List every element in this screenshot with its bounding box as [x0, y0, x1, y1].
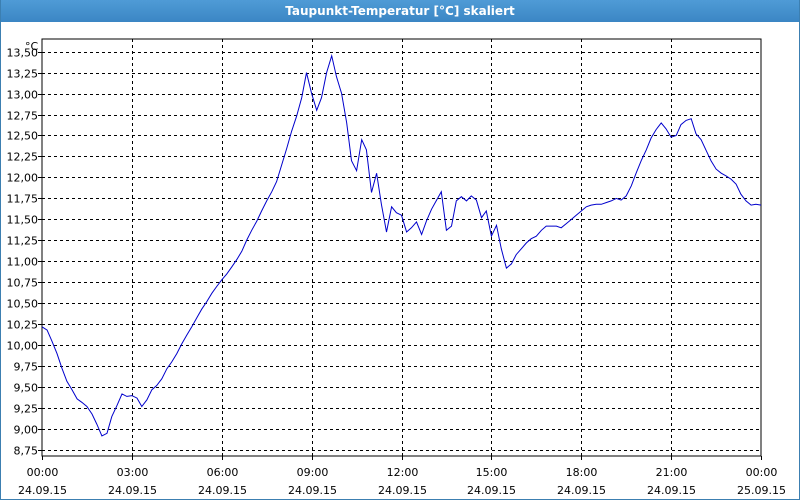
- x-tick-date-label: 24.09.15: [108, 484, 157, 497]
- y-tick-label: 12,50: [7, 130, 39, 143]
- x-tick-date-label: 24.09.15: [378, 484, 427, 497]
- x-tick-time-label: 00:00: [27, 466, 59, 479]
- series-line: [41, 53, 762, 437]
- x-tick-time-label: 12:00: [387, 466, 419, 479]
- y-tick-label: 13,25: [7, 68, 39, 81]
- y-tick-label: 8,75: [14, 445, 39, 458]
- y-tick-label: 9,25: [14, 403, 39, 416]
- x-tick-date-label: 24.09.15: [557, 484, 606, 497]
- x-tick-date-label: 25.09.15: [737, 484, 786, 497]
- x-tick-time-label: 03:00: [117, 466, 149, 479]
- x-tick-date-label: 24.09.15: [467, 484, 516, 497]
- axis-labels: 8,75 9,00 9,25 9,50 9,75 10,00 10,25 10,50 10,75…: [7, 47, 786, 498]
- y-tick-label: 10,75: [7, 277, 39, 290]
- x-tick-time-label: 15:00: [476, 466, 508, 479]
- y-tick-label: 12,00: [7, 172, 39, 185]
- x-tick-date-label: 24.09.15: [288, 484, 337, 497]
- y-tick-label: 9,50: [14, 382, 39, 395]
- x-tick-date-label: 24.09.15: [18, 484, 67, 497]
- y-axis-unit-label: °C: [25, 40, 39, 53]
- y-tick-label: 10,25: [7, 319, 39, 332]
- x-tick-time-label: 21:00: [656, 466, 688, 479]
- y-tick-label: 13,00: [7, 89, 39, 102]
- dewpoint-line-chart: 8,75 9,00 9,25 9,50 9,75 10,00 10,25 10,50 10,75…: [7, 38, 786, 498]
- y-tick-label: 11,00: [7, 256, 39, 269]
- x-tick-time-label: 06:00: [207, 466, 239, 479]
- x-tick-time-label: 09:00: [297, 466, 329, 479]
- y-tick-label: 13,50: [7, 47, 39, 60]
- axis-ticks: [38, 52, 762, 460]
- x-tick-date-label: 24.09.15: [198, 484, 247, 497]
- window-title: Taupunkt-Temperatur [°C] skaliert: [1, 0, 799, 22]
- plot-area: [41, 38, 762, 457]
- y-tick-label: 12,25: [7, 151, 39, 164]
- x-tick-time-label: 00:00: [746, 466, 778, 479]
- y-tick-label: 10,00: [7, 340, 39, 353]
- y-tick-label: 10,50: [7, 298, 39, 311]
- y-tick-label: 9,75: [14, 361, 39, 374]
- y-tick-label: 11,75: [7, 193, 39, 206]
- y-tick-label: 9,00: [14, 424, 39, 437]
- x-tick-time-label: 18:00: [566, 466, 598, 479]
- x-tick-date-label: 24.09.15: [647, 484, 696, 497]
- y-tick-label: 12,75: [7, 110, 39, 123]
- y-tick-label: 11,25: [7, 235, 39, 248]
- y-tick-label: 11,50: [7, 214, 39, 227]
